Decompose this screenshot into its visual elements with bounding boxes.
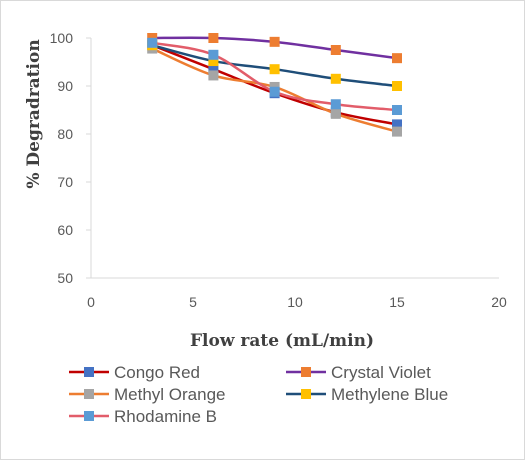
x-axis-title: Flow rate (mL/min)	[190, 331, 374, 351]
data-point-congo-red	[392, 119, 402, 130]
data-point-methylene-blue	[392, 81, 402, 91]
data-point-crystal-violet	[269, 36, 280, 47]
y-tick-label: 60	[57, 222, 73, 238]
legend-marker-swatch	[84, 367, 94, 377]
data-point-methylene-blue	[269, 64, 280, 75]
tick-labels: 50 60 70 80 90 100 0 5 10 15 20	[50, 30, 507, 310]
x-tick-label: 5	[189, 294, 197, 310]
legend-item: Crystal Violet	[286, 363, 431, 382]
x-tick-label: 10	[287, 294, 303, 310]
data-point-methylene-blue	[208, 56, 219, 67]
y-tick-label: 80	[57, 126, 73, 142]
x-tick-label: 20	[491, 294, 507, 310]
series-markers	[147, 33, 402, 137]
y-tick-label: 50	[57, 270, 73, 286]
data-point-crystal-violet	[392, 53, 402, 64]
legend-label: Methylene Blue	[331, 385, 448, 404]
y-tick-label: 70	[57, 174, 73, 190]
legend-label: Methyl Orange	[114, 385, 226, 404]
legend-item: Rhodamine B	[69, 407, 217, 426]
legend-marker-swatch	[84, 389, 94, 399]
legend-item: Congo Red	[69, 363, 200, 382]
legend-label: Congo Red	[114, 363, 200, 382]
legend-marker-swatch	[301, 367, 311, 377]
legend-label: Rhodamine B	[114, 407, 217, 426]
data-point-crystal-violet	[330, 45, 341, 55]
y-tick-label: 90	[57, 78, 73, 94]
y-axis-title: % Degradration	[24, 39, 44, 188]
x-tick-label: 15	[389, 294, 405, 310]
data-point-methyl-orange	[208, 70, 219, 81]
data-point-rhodamine-b	[208, 49, 219, 60]
data-point-methyl-orange	[330, 108, 341, 119]
data-point-congo-red	[208, 64, 219, 75]
legend: Congo Red Crystal Violet Methyl Orange Meth…	[69, 363, 448, 426]
legend-label: Crystal Violet	[331, 363, 431, 382]
x-tick-label: 0	[87, 294, 95, 310]
data-point-rhodamine-b	[392, 105, 402, 115]
legend-marker-swatch	[84, 411, 94, 421]
legend-item: Methyl Orange	[69, 385, 226, 404]
data-point-methylene-blue	[330, 73, 341, 84]
data-point-rhodamine-b	[269, 86, 280, 97]
data-point-rhodamine-b	[147, 37, 158, 48]
data-point-methyl-orange	[392, 126, 402, 137]
y-tick-label: 100	[50, 30, 74, 46]
data-point-rhodamine-b	[330, 99, 341, 110]
legend-item: Methylene Blue	[286, 385, 448, 404]
legend-marker-swatch	[301, 389, 311, 399]
data-point-crystal-violet	[208, 33, 219, 43]
axes	[90, 38, 499, 279]
